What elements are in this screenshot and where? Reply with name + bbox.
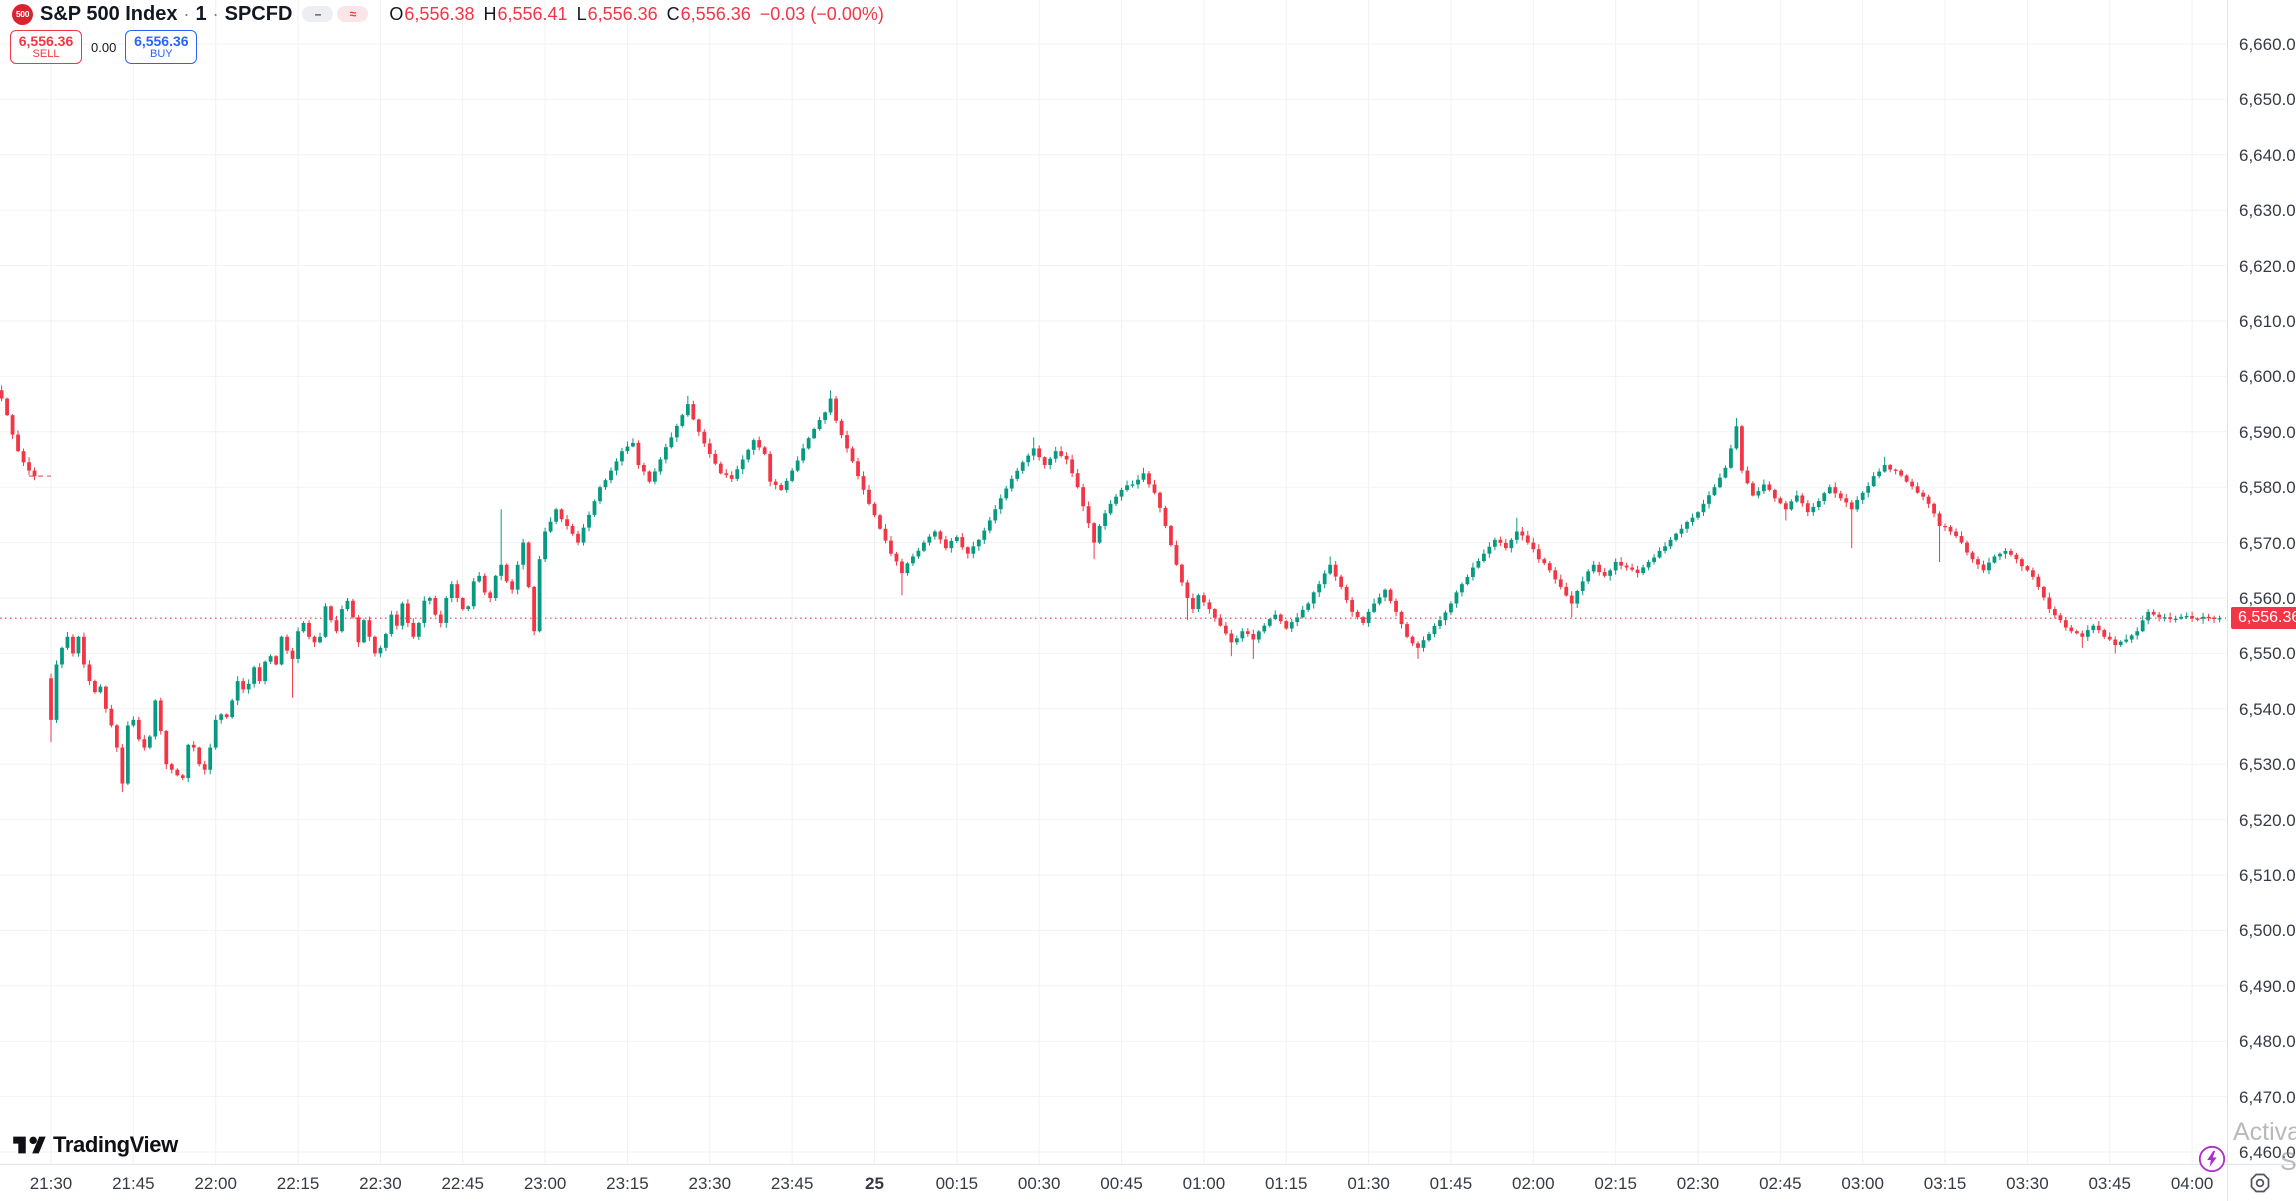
price-axis-label: 6,660.00 [2239, 35, 2296, 54]
open-value: 6,556.38 [404, 3, 475, 24]
price-axis-label: 6,490.00 [2239, 976, 2296, 996]
close-label: C [666, 3, 680, 24]
high-label: H [483, 3, 497, 24]
close-value: 6,556.36 [680, 3, 751, 24]
change-value: −0.03 (−0.00%) [759, 3, 884, 24]
time-axis-label: 23:45 [770, 1174, 814, 1193]
time-axis-label: 03:15 [1923, 1174, 1967, 1193]
time-axis-label: 03:45 [2088, 1174, 2132, 1193]
time-axis-label: 01:00 [1182, 1174, 1226, 1193]
time-axis-label: 02:00 [1512, 1174, 1555, 1193]
price-axis-label: 6,650.00 [2239, 90, 2296, 110]
low-label: L [576, 3, 587, 24]
open-label: O [389, 3, 404, 24]
time-axis-label: 03:00 [1841, 1174, 1884, 1193]
price-axis-label: 6,620.00 [2239, 256, 2296, 276]
time-axis-label: 01:15 [1264, 1174, 1308, 1193]
symbol-legend: 500 S&P 500 Index · 1 · SPCFD – ≈ O 6,556… [12, 2, 884, 26]
price-axis-label: 6,600.00 [2239, 367, 2296, 387]
order-panel: 6,556.36 SELL 0.00 6,556.36 BUY [10, 30, 198, 64]
time-axis-label: 22:00 [194, 1174, 237, 1193]
sell-price: 6,556.36 [18, 32, 74, 49]
time-axis-label: 25 [865, 1174, 884, 1193]
tradingview-logo[interactable]: TradingView [12, 1132, 178, 1158]
legend-separator: · [212, 3, 219, 24]
chart-interval[interactable]: 1 [195, 2, 207, 25]
sell-button[interactable]: 6,556.36 SELL [10, 30, 82, 64]
symbol-title[interactable]: S&P 500 Index [40, 2, 178, 25]
price-axis-label: 6,480.00 [2239, 1032, 2296, 1052]
time-axis-label: 04:00 [2170, 1174, 2214, 1193]
price-axis-label: 6,580.00 [2239, 478, 2296, 498]
dash-status-icon[interactable]: – [302, 6, 334, 22]
time-axis-label: 23:00 [523, 1174, 567, 1193]
time-axis-label: 23:15 [606, 1174, 649, 1193]
price-axis-label: 6,510.00 [2239, 866, 2296, 885]
time-axis-label: 02:15 [1594, 1174, 1637, 1193]
time-axis-label: 00:30 [1017, 1174, 1061, 1193]
ohlc-readout: O 6,556.38 H 6,556.41 L 6,556.36 C 6,556.36 … [380, 4, 883, 25]
time-axis-separator [0, 1164, 2296, 1165]
tradingview-mark-icon [13, 1136, 46, 1154]
price-axis-label: 6,520.00 [2239, 810, 2296, 830]
time-axis-label: 00:45 [1100, 1174, 1143, 1193]
legend-separator: · [183, 3, 190, 24]
time-axis-label: 03:30 [2006, 1174, 2049, 1193]
high-value: 6,556.41 [497, 3, 568, 24]
price-axis-label: 6,570.00 [2239, 533, 2296, 553]
price-axis[interactable]: 6,556.36 6,660.00 6,650.00 6,640.00 6,630.0… [2228, 0, 2296, 1164]
time-axis-label: 22:15 [276, 1174, 320, 1193]
time-axis-label: 21:30 [29, 1174, 73, 1193]
price-axis-label: 6,610.00 [2239, 312, 2296, 331]
axis-settings-gear-icon[interactable] [2248, 1171, 2272, 1195]
time-axis-label: 02:45 [1759, 1174, 1802, 1193]
exchange-name[interactable]: SPCFD [224, 2, 293, 25]
time-axis-label: 23:30 [688, 1174, 732, 1193]
time-axis-label: 01:30 [1347, 1174, 1390, 1193]
price-axis-label: 6,530.00 [2239, 755, 2296, 775]
spread-value: 0.00 [91, 39, 117, 55]
last-price-tag: 6,556.36 [2231, 607, 2296, 630]
price-axis-label: 6,550.00 [2239, 644, 2296, 664]
tradingview-logo-text: TradingView [53, 1132, 178, 1157]
price-axis-label: 6,470.00 [2239, 1087, 2296, 1107]
time-axis-label: 22:30 [359, 1174, 402, 1193]
time-axis[interactable]: 21:30 21:45 22:00 22:15 22:30 22:45 23:00 23:15… [0, 1165, 2296, 1201]
sell-button-label: SELL [32, 47, 60, 60]
sp500-logo-icon: 500 [12, 3, 33, 25]
time-axis-label: 01:45 [1429, 1174, 1473, 1193]
price-axis-label: 6,540.00 [2239, 699, 2296, 719]
time-axis-label: 00:15 [935, 1174, 979, 1193]
price-axis-label: 6,590.00 [2239, 422, 2296, 442]
price-axis-label: 6,630.00 [2239, 201, 2296, 221]
instant-order-flash-icon[interactable] [2198, 1145, 2226, 1173]
buy-button[interactable]: 6,556.36 BUY [125, 30, 198, 64]
time-axis-label: 21:45 [112, 1174, 155, 1193]
price-axis-label: 6,500.00 [2239, 921, 2296, 941]
price-axis-label: 6,640.00 [2239, 145, 2296, 165]
time-axis-label: 22:45 [441, 1174, 485, 1193]
time-axis-label: 02:30 [1676, 1174, 1720, 1193]
low-value: 6,556.36 [587, 3, 658, 24]
buy-button-label: BUY [150, 47, 173, 60]
approx-status-icon[interactable]: ≈ [337, 6, 369, 22]
price-axis-label: 6,460.00 [2239, 1143, 2296, 1162]
buy-price: 6,556.36 [134, 32, 189, 49]
price-axis-separator [2227, 0, 2228, 1201]
price-axis-label: 6,560.00 [2239, 589, 2296, 608]
